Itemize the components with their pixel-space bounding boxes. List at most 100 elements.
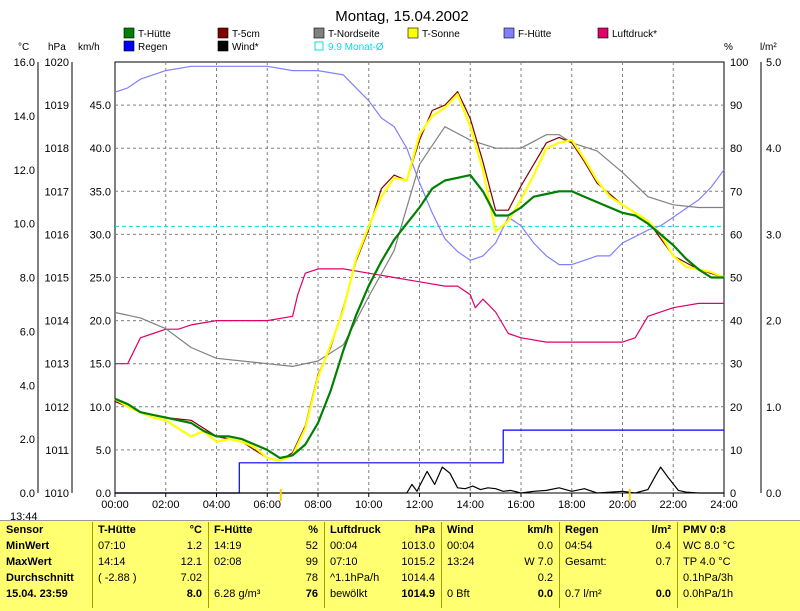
table-cell-value: 0.4 bbox=[655, 540, 671, 552]
tick-label-celsius: 10.0 bbox=[14, 219, 35, 231]
tick-label-kmh: 25.0 bbox=[90, 273, 111, 285]
table-cell-time: 0 Bft bbox=[447, 588, 470, 600]
table-col-wind: Wind km/h 00:04 0.0 13:24 W 7.0 0.2 0 Bft 0.0 bbox=[441, 522, 560, 608]
table-col-sensor: Sensor MinWert MaxWert Durchschnitt 15.04. 2… bbox=[0, 522, 93, 608]
legend-label: Luftdruck* bbox=[612, 29, 657, 40]
series-line-t-nordseite bbox=[114, 126, 724, 367]
tick-label-celsius: 4.0 bbox=[20, 380, 35, 392]
tick-label-x: 10:00 bbox=[355, 499, 383, 511]
table-unit: km/h bbox=[527, 524, 553, 536]
table-cell-time: bewölkt bbox=[330, 588, 368, 600]
table-col-pmv: PMV 0:8 WC 8.0 °C TP 4.0 °C 0.1hPa/3h 0.0hPa… bbox=[677, 522, 800, 608]
table-row: 04:54 0.4 bbox=[565, 540, 671, 556]
tick-label-percent: 60 bbox=[730, 229, 742, 241]
unit-label-celsius: °C bbox=[18, 42, 29, 53]
table-row: T-Hütte °C bbox=[98, 524, 202, 540]
tick-label-x: 00:00 bbox=[101, 499, 129, 511]
table-col-luftdruck: Luftdruck hPa 00:04 1013.0 07:10 1015.2 ^1.1hP… bbox=[324, 522, 442, 608]
table-header: F-Hütte bbox=[214, 524, 253, 536]
tick-label-percent: 40 bbox=[730, 316, 742, 328]
legend-swatch bbox=[313, 27, 325, 39]
table-row: 00:04 1013.0 bbox=[330, 540, 435, 556]
table-cell-time: 07:10 bbox=[330, 556, 358, 568]
table-row: 02:08 99 bbox=[214, 556, 318, 572]
row-label: 15.04. 23:59 bbox=[6, 588, 68, 600]
tick-label-hpa: 1012 bbox=[45, 402, 69, 414]
tick-label-hpa: 1019 bbox=[45, 100, 69, 112]
row-label: MaxWert bbox=[6, 556, 52, 568]
tick-label-x: 20:00 bbox=[609, 499, 637, 511]
table-row: PMV 0:8 bbox=[683, 524, 794, 540]
tick-label-lm2: 5.0 bbox=[766, 57, 781, 69]
tick-label-x: 24:00 bbox=[710, 499, 738, 511]
table-row: MinWert bbox=[6, 540, 86, 556]
table-cell-value: W 7.0 bbox=[524, 556, 553, 568]
unit-label-percent: % bbox=[724, 42, 733, 53]
tick-label-percent: 70 bbox=[730, 186, 742, 198]
tick-label-lm2: 0.0 bbox=[766, 488, 781, 500]
tick-label-percent: 50 bbox=[730, 273, 742, 285]
table-cell-value: 99 bbox=[305, 556, 318, 568]
legend-swatch bbox=[314, 41, 324, 51]
tick-label-x: 18:00 bbox=[558, 499, 586, 511]
tick-label-percent: 10 bbox=[730, 445, 742, 457]
tick-label-percent: 90 bbox=[730, 100, 742, 112]
table-row: Sensor bbox=[6, 524, 86, 540]
legend-label: T-Hütte bbox=[138, 29, 171, 40]
table-cell-value: 1.2 bbox=[186, 540, 202, 552]
tick-label-celsius: 0.0 bbox=[20, 488, 35, 500]
tick-label-percent: 100 bbox=[730, 57, 748, 69]
table-row: 0.0hPa/1h bbox=[683, 588, 794, 604]
table-header: T-Hütte bbox=[98, 524, 136, 536]
table-row: 07:10 1.2 bbox=[98, 540, 202, 556]
series-line-wind bbox=[115, 466, 724, 494]
tick-label-lm2: 1.0 bbox=[766, 402, 781, 414]
tick-label-kmh: 5.0 bbox=[96, 445, 111, 457]
tick-label-lm2: 2.0 bbox=[766, 316, 781, 328]
unit-label-kmh: km/h bbox=[78, 42, 100, 53]
table-cell-value: 76 bbox=[305, 588, 318, 600]
legend-label: 9.9 Monat-Ø bbox=[328, 42, 384, 53]
table-cell-value: 12.1 bbox=[180, 556, 202, 568]
tick-label-percent: 0 bbox=[730, 488, 736, 500]
table-cell-value: 0.2 bbox=[537, 572, 553, 584]
tick-label-x: 04:00 bbox=[203, 499, 231, 511]
row-label: MinWert bbox=[6, 540, 50, 552]
table-row: Wind km/h bbox=[447, 524, 553, 540]
tick-label-celsius: 16.0 bbox=[14, 57, 35, 69]
table-row: 0.1hPa/3h bbox=[683, 572, 794, 588]
legend-swatch bbox=[123, 27, 135, 39]
table-cell-value: 0.0 bbox=[537, 540, 553, 552]
legend-label: Wind* bbox=[232, 42, 259, 53]
table-cell-value: 1014.9 bbox=[401, 588, 435, 600]
table-row: MaxWert bbox=[6, 556, 86, 572]
table-cell-value: 52 bbox=[305, 540, 318, 552]
tick-label-x: 06:00 bbox=[253, 499, 281, 511]
table-col-regen: Regen l/m² 04:54 0.4 Gesamt: 0.7 0.7 l/m² 0.0 bbox=[559, 522, 678, 608]
tick-label-kmh: 45.0 bbox=[90, 100, 111, 112]
tick-label-lm2: 3.0 bbox=[766, 229, 781, 241]
tick-label-hpa: 1017 bbox=[45, 186, 69, 198]
table-row: bewölkt 1014.9 bbox=[330, 588, 435, 604]
tick-label-x: 02:00 bbox=[152, 499, 180, 511]
tick-label-kmh: 0.0 bbox=[96, 488, 111, 500]
tick-label-hpa: 1014 bbox=[45, 316, 69, 328]
tick-label-lm2: 4.0 bbox=[766, 143, 781, 155]
table-cell-time: ^1.1hPa/h bbox=[330, 572, 380, 584]
table-unit: % bbox=[308, 524, 318, 536]
table-row: 13:24 W 7.0 bbox=[447, 556, 553, 572]
tick-label-percent: 30 bbox=[730, 359, 742, 371]
table-header: Sensor bbox=[6, 524, 44, 536]
table-cell-value: 0.0 bbox=[655, 588, 671, 600]
table-row: 78 bbox=[214, 572, 318, 588]
tick-label-hpa: 1011 bbox=[45, 445, 69, 457]
table-header: Regen bbox=[565, 524, 599, 536]
unit-label-hpa: hPa bbox=[48, 42, 66, 53]
tick-label-hpa: 1020 bbox=[45, 57, 69, 69]
table-cell-value: 1015.2 bbox=[401, 556, 435, 568]
table-cell-value: 1014.4 bbox=[401, 572, 435, 584]
legend-swatch bbox=[503, 27, 515, 39]
table-cell-time: 00:04 bbox=[330, 540, 358, 552]
legend-label: T-Sonne bbox=[422, 29, 460, 40]
table-cell: 0.1hPa/3h bbox=[683, 572, 734, 584]
